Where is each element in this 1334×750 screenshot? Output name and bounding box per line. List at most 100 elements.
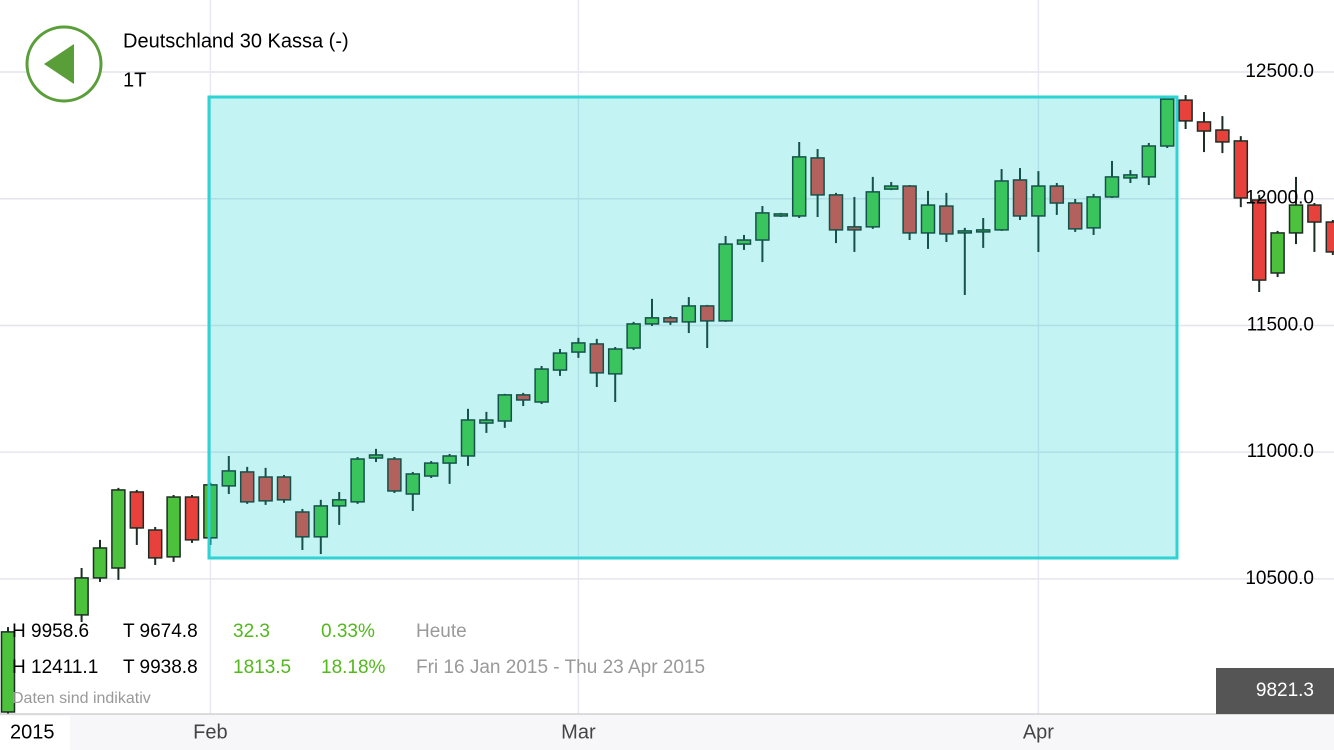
candle-body xyxy=(1012,179,1028,217)
candle-body xyxy=(184,496,200,541)
candle-body xyxy=(442,455,457,464)
year-label: 2015 xyxy=(10,721,55,743)
candle-body xyxy=(920,204,936,234)
candle-body xyxy=(423,462,439,477)
info-cell: 18.18% xyxy=(321,657,386,678)
info-cell: 32.3 xyxy=(233,621,270,642)
labels: 10500.0 11000.0 11500.0 12000.0 12500.0 xyxy=(1245,61,1314,589)
candle-body xyxy=(147,529,163,559)
candle-body xyxy=(515,394,531,401)
year-box xyxy=(0,716,70,750)
candle-body xyxy=(1233,140,1249,199)
candle-body xyxy=(791,156,807,217)
last-price-box xyxy=(1216,668,1334,714)
candle-body xyxy=(663,317,678,323)
candle-body xyxy=(773,213,789,217)
candle-body xyxy=(1086,196,1101,229)
candle-body xyxy=(552,352,568,371)
info-cell: H 12411.1 xyxy=(12,657,98,678)
x-tick-label: Feb xyxy=(193,721,227,743)
grid xyxy=(0,0,1334,714)
candle-body xyxy=(258,476,273,502)
selection-range xyxy=(207,95,1179,560)
y-tick-label: 10500.0 xyxy=(1245,568,1314,589)
info-cell: T 9674.8 xyxy=(123,621,198,642)
info-cell: T 9938.8 xyxy=(123,657,198,678)
candle-body xyxy=(865,191,881,228)
candle-body xyxy=(699,305,715,322)
candle-body xyxy=(479,419,494,424)
candle-body xyxy=(755,212,770,241)
candle-body xyxy=(92,547,108,579)
candle-body xyxy=(331,499,347,507)
y-tick-label: 11000.0 xyxy=(1247,441,1314,462)
x-tick-label: Apr xyxy=(1023,721,1054,743)
candle-body xyxy=(0,631,16,713)
candle-body xyxy=(1178,99,1193,122)
candle-body xyxy=(1270,232,1285,274)
candle-body xyxy=(681,305,697,323)
x-axis-bar xyxy=(0,714,1334,750)
info-cell: 0.33% xyxy=(321,621,375,642)
x-tick-label: Mar xyxy=(561,721,596,743)
candle-body xyxy=(589,343,605,374)
candle-body xyxy=(74,577,89,616)
candle-body xyxy=(626,323,641,349)
candle-body xyxy=(1215,129,1230,143)
back-button[interactable] xyxy=(25,25,103,103)
candle-body xyxy=(221,470,237,487)
candle-body xyxy=(313,505,329,538)
candle-body xyxy=(1307,204,1322,223)
candle-body xyxy=(497,394,513,422)
candle-body xyxy=(607,348,623,375)
candle-body xyxy=(1123,174,1138,179)
candle-body xyxy=(975,229,991,233)
candle-body xyxy=(276,476,292,501)
candle-body xyxy=(111,489,126,569)
candle-body xyxy=(405,473,421,495)
candle-body xyxy=(718,243,733,322)
candle-body xyxy=(166,496,181,558)
y-tick-label: 11500.0 xyxy=(1247,314,1314,335)
candle-body xyxy=(295,511,310,538)
candles xyxy=(0,95,1334,714)
candle-body xyxy=(534,368,549,403)
candle-body xyxy=(828,194,844,231)
candle-body xyxy=(1049,185,1065,204)
candle-body xyxy=(644,317,660,325)
info-cell: Fri 16 Jan 2015 - Thu 23 Apr 2015 xyxy=(416,657,705,678)
last-price: 9821.3 xyxy=(1256,680,1314,701)
candle-body xyxy=(129,491,145,529)
candle-body xyxy=(1288,204,1304,234)
candle-body xyxy=(1141,145,1157,178)
y-tick-label: 12000.0 xyxy=(1245,188,1314,209)
candle-body xyxy=(1196,121,1212,132)
candle-body xyxy=(1067,202,1083,230)
candle-body xyxy=(387,458,402,492)
info-cell: Heute xyxy=(416,621,467,642)
candle-body xyxy=(368,454,384,459)
back-arrow[interactable] xyxy=(44,44,74,84)
candle-body xyxy=(460,419,476,457)
candle-body xyxy=(239,471,255,503)
note: Daten sind indikativ xyxy=(12,690,151,707)
x-labels: Feb Mar Apr xyxy=(193,721,1054,743)
chart-title: Deutschland 30 Kassa (-) xyxy=(123,30,349,52)
info-cell: 1813.5 xyxy=(233,657,291,678)
y-tick-label: 12500.0 xyxy=(1245,61,1314,82)
candle-body xyxy=(847,226,862,231)
candle-body xyxy=(939,205,954,235)
candle-body xyxy=(957,230,973,234)
candle-body xyxy=(1325,221,1334,253)
candle-body xyxy=(902,185,917,234)
candle-body xyxy=(994,180,1009,231)
candle-body xyxy=(883,185,899,190)
candle-body xyxy=(736,239,752,245)
candle-body xyxy=(1031,185,1046,217)
candle-body xyxy=(1104,176,1120,198)
candle-body xyxy=(571,342,586,353)
info-cell: H 9958.6 xyxy=(12,621,89,642)
candle-body xyxy=(810,157,825,196)
